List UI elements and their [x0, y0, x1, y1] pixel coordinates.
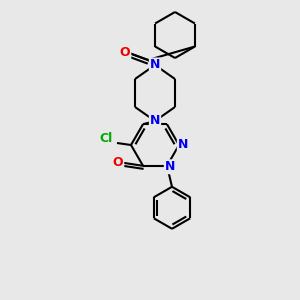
Text: O: O: [120, 46, 130, 59]
Text: Cl: Cl: [99, 133, 112, 146]
Text: O: O: [113, 156, 123, 169]
Text: N: N: [150, 115, 160, 128]
Text: N: N: [150, 58, 160, 71]
Text: N: N: [165, 160, 175, 173]
Text: N: N: [178, 139, 188, 152]
